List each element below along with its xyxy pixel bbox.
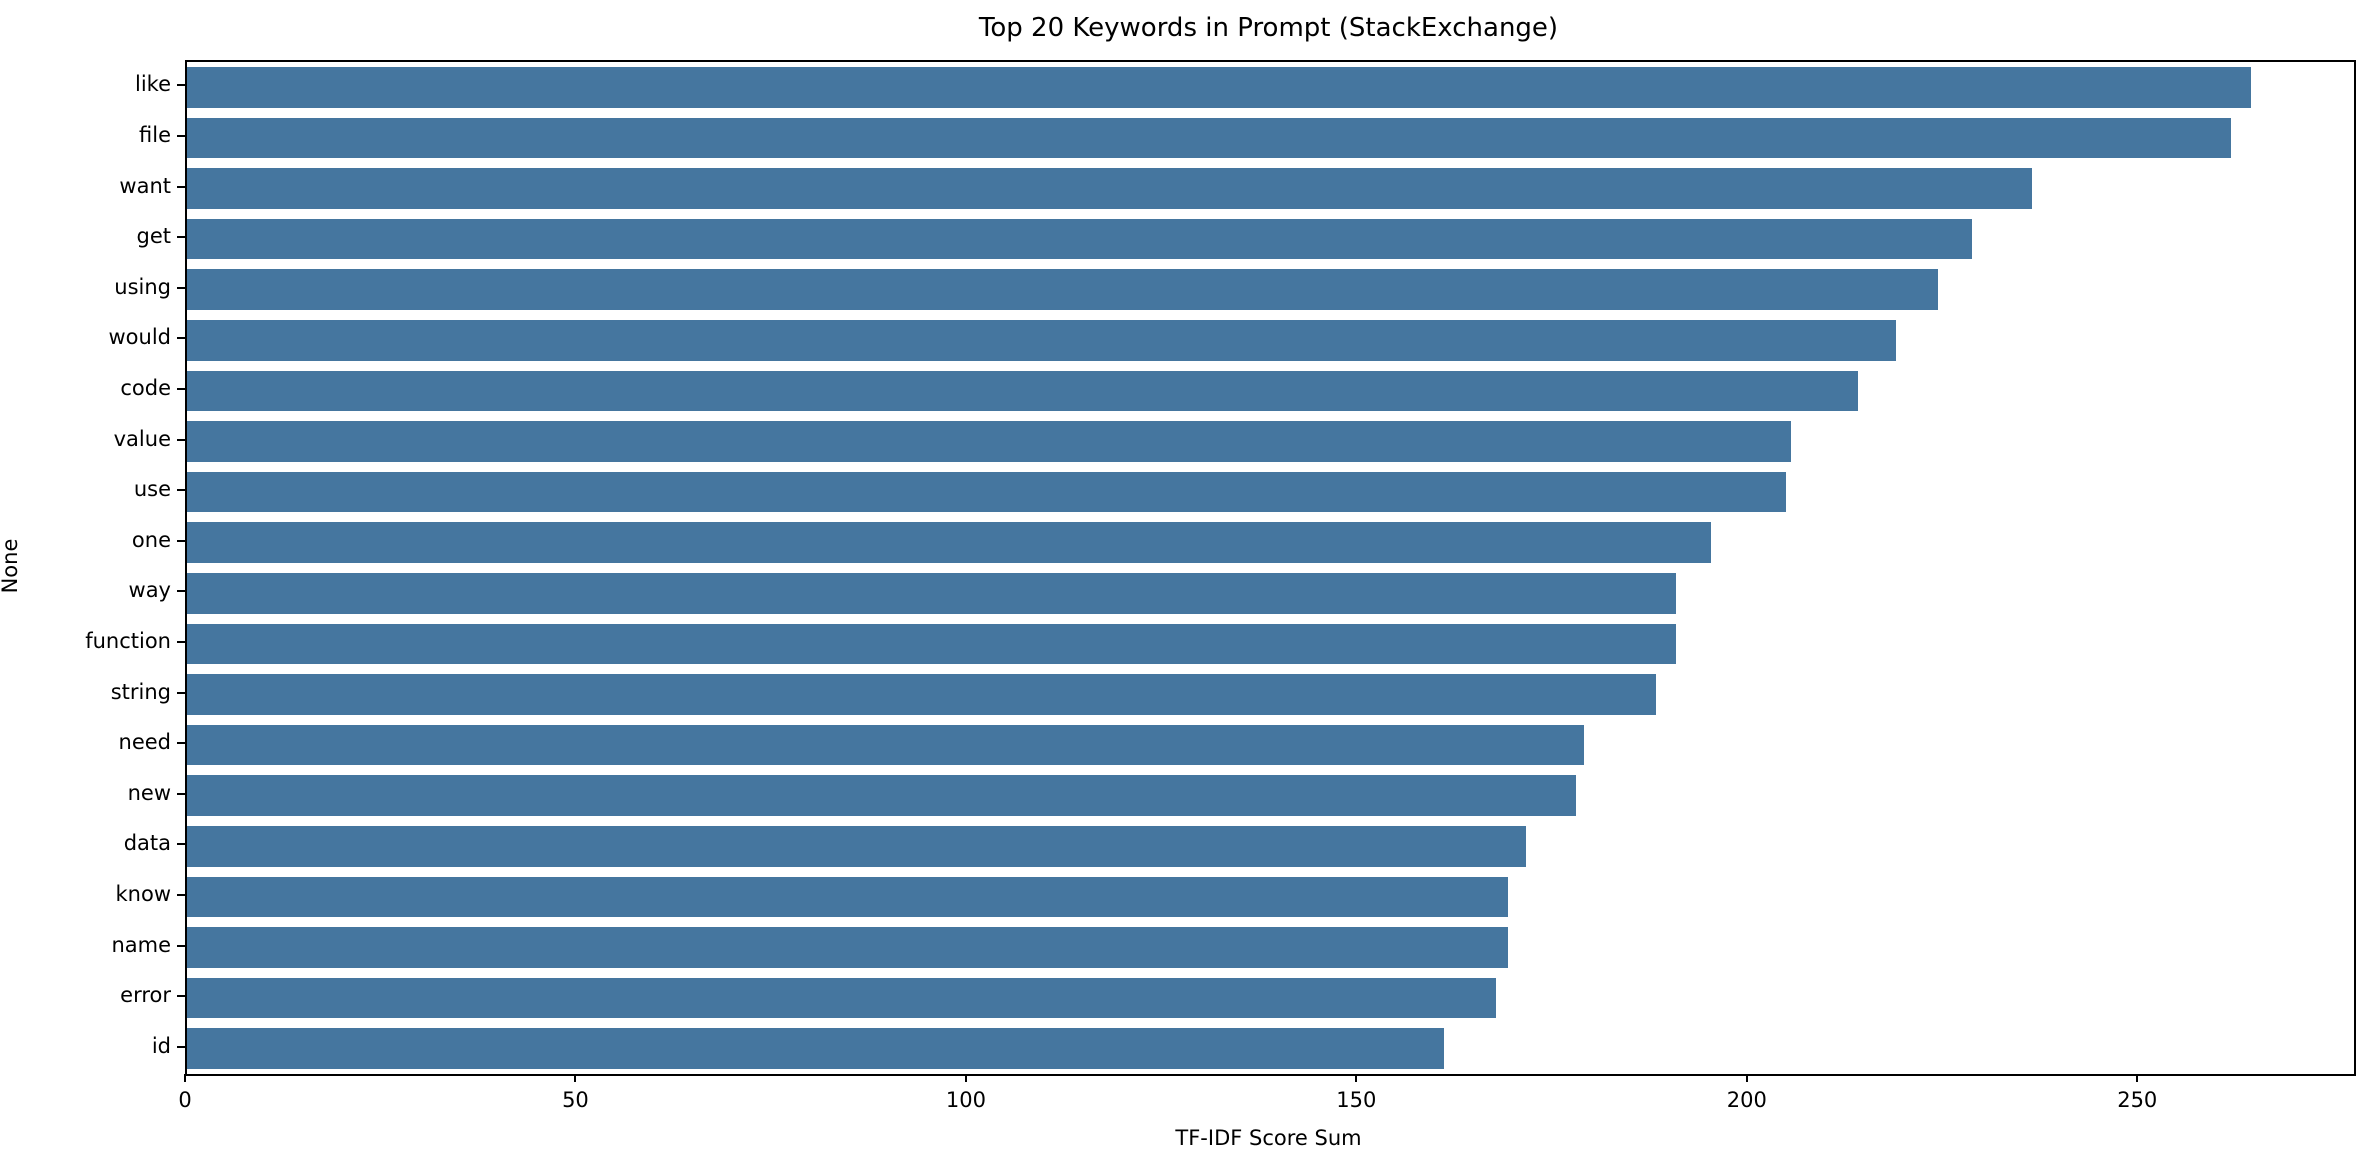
- plot-area: [185, 60, 2356, 1076]
- y-tick-label: new: [127, 780, 171, 805]
- y-tick-mark: [177, 640, 185, 643]
- x-tick-mark: [184, 1074, 186, 1082]
- y-tick-mark: [177, 843, 185, 846]
- y-tick-mark: [177, 337, 185, 340]
- y-tick-mark: [177, 590, 185, 593]
- y-tick-label: get: [136, 224, 171, 249]
- x-axis-label: TF-IDF Score Sum: [1175, 1126, 1362, 1150]
- y-tick-mark: [177, 742, 185, 745]
- bar-want: [187, 168, 2033, 209]
- bar-function: [187, 623, 1677, 665]
- bar-need: [187, 724, 1585, 766]
- x-tick-label: 50: [562, 1088, 589, 1112]
- y-tick-label: string: [110, 679, 171, 704]
- y-tick-label: would: [108, 325, 172, 350]
- bar-code: [187, 370, 1859, 412]
- y-tick-label: id: [151, 1033, 171, 1058]
- y-tick-label: value: [113, 426, 171, 451]
- bar-data: [187, 826, 1527, 867]
- y-tick-label: code: [120, 375, 171, 400]
- x-tick-label: 0: [178, 1088, 192, 1112]
- y-tick-label: use: [133, 477, 171, 502]
- x-tick-label: 100: [945, 1088, 986, 1112]
- y-tick-mark: [177, 84, 185, 87]
- y-tick-mark: [177, 792, 185, 795]
- y-tick-label: data: [123, 831, 171, 856]
- y-tick-label: name: [111, 932, 171, 957]
- y-tick-label: one: [131, 527, 171, 552]
- y-tick-mark: [177, 489, 185, 492]
- x-tick-mark: [2136, 1074, 2139, 1082]
- bar-one: [187, 522, 1712, 563]
- bar-error: [187, 977, 1496, 1019]
- x-tick-label: 250: [2117, 1088, 2158, 1112]
- y-tick-mark: [177, 995, 185, 998]
- bar-file: [187, 117, 2232, 159]
- x-tick-label: 200: [1726, 1088, 1767, 1112]
- y-tick-label: way: [128, 578, 171, 603]
- y-tick-mark: [177, 236, 185, 239]
- y-tick-mark: [177, 438, 185, 441]
- bar-know: [187, 876, 1509, 918]
- y-tick-mark: [177, 1045, 185, 1048]
- y-tick-mark: [177, 944, 185, 947]
- y-tick-mark: [177, 387, 185, 390]
- bar-way: [187, 573, 1677, 614]
- x-tick-label: 150: [1336, 1088, 1377, 1112]
- bar-new: [187, 775, 1577, 816]
- y-tick-mark: [177, 134, 185, 137]
- bar-using: [187, 269, 1938, 310]
- y-tick-mark: [177, 286, 185, 289]
- x-tick-mark: [964, 1074, 967, 1082]
- bar-like: [187, 67, 2251, 108]
- y-tick-label: want: [119, 173, 171, 198]
- chart-title: Top 20 Keywords in Prompt (StackExchange…: [978, 13, 1559, 43]
- y-tick-label: need: [118, 730, 171, 755]
- bar-id: [187, 1028, 1445, 1069]
- y-tick-mark: [177, 893, 185, 896]
- y-tick-label: know: [115, 881, 172, 906]
- x-tick-mark: [1355, 1074, 1358, 1082]
- y-tick-mark: [177, 691, 185, 694]
- y-tick-label: like: [134, 72, 171, 97]
- bar-use: [187, 471, 1787, 513]
- bar-get: [187, 218, 1973, 260]
- y-tick-label: file: [139, 122, 171, 147]
- y-tick-label: error: [120, 983, 171, 1008]
- x-tick-mark: [1745, 1074, 1748, 1082]
- bar-value: [187, 421, 1791, 462]
- y-tick-mark: [177, 539, 185, 542]
- y-tick-label: function: [85, 628, 171, 653]
- x-tick-mark: [574, 1074, 577, 1082]
- y-tick-label-group: like file want get using would code value use one…: [0, 60, 171, 1072]
- bar-would: [187, 320, 1897, 361]
- y-tick-label: using: [114, 274, 171, 299]
- bar-string: [187, 674, 1656, 715]
- y-tick-mark: [177, 185, 185, 188]
- bar-name: [187, 927, 1509, 968]
